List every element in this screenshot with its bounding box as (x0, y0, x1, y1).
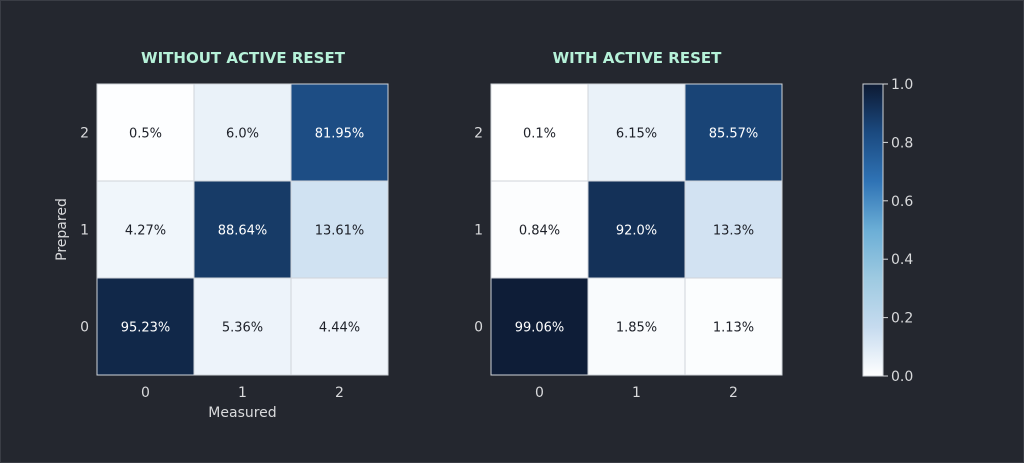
cell-value-label: 99.06% (515, 321, 565, 336)
y-axis-label: Prepared (54, 198, 70, 261)
colorbar-tick-label: 0.4 (891, 252, 913, 268)
cell-value-label: 1.85% (616, 321, 657, 336)
colorbar-tick-label: 0.6 (891, 194, 913, 210)
heatmap-cell (490, 83, 589, 182)
cell-value-label: 85.57% (709, 127, 759, 142)
heatmap-cell (587, 180, 686, 279)
colorbar: 0.0 0.2 0.4 0.6 0.8 1.0 (862, 77, 913, 385)
x-tick-label: 2 (729, 385, 738, 401)
cell-value-label: 4.27% (125, 224, 166, 239)
colorbar-tick-label: 0.0 (891, 369, 913, 385)
y-tick-label: 0 (80, 320, 89, 336)
cell-value-label: 6.15% (616, 127, 657, 142)
x-tick-label: 1 (632, 385, 641, 401)
heatmap-cell (490, 277, 589, 376)
heatmap-cell (587, 277, 686, 376)
cell-value-label: 95.23% (121, 321, 171, 336)
y-tick-label: 1 (474, 223, 483, 239)
heatmap-cell (290, 277, 389, 376)
heatmaps: WITHOUT ACTIVE RESET 0.5% 6.0% 81.95% 2 4.27%… (54, 49, 783, 421)
cell-value-label: 88.64% (218, 224, 268, 239)
heatmap-cell (684, 180, 783, 279)
cell-value-label: 4.44% (319, 321, 360, 336)
y-tick-label: 1 (80, 223, 89, 239)
cell-value-label: 13.3% (713, 224, 754, 239)
cell-value-label: 13.61% (315, 224, 365, 239)
heatmap-cell (96, 180, 195, 279)
cell-value-label: 5.36% (222, 321, 263, 336)
x-tick-label: 1 (238, 385, 247, 401)
x-axis-label: Measured (208, 405, 276, 421)
cell-value-label: 92.0% (616, 224, 657, 239)
heatmap-cell (193, 277, 292, 376)
cell-value-label: 81.95% (315, 127, 365, 142)
heatmap-cell (684, 83, 783, 182)
heatmap-1: WITH ACTIVE RESET 0.1% 6.15% 85.57% 2 0.84% 92… (474, 49, 783, 401)
cell-value-label: 1.13% (713, 321, 754, 336)
x-tick-label: 0 (141, 385, 150, 401)
colorbar-tick-label: 0.8 (891, 135, 913, 151)
cell-value-label: 0.84% (519, 224, 560, 239)
heatmap-title: WITHOUT ACTIVE RESET (141, 49, 346, 67)
heatmap-cell (490, 180, 589, 279)
heatmap-cell (290, 83, 389, 182)
heatmap-cell (96, 277, 195, 376)
y-tick-label: 0 (474, 320, 483, 336)
colorbar-gradient (862, 83, 884, 377)
cell-value-label: 6.0% (226, 127, 259, 142)
heatmap-cell (290, 180, 389, 279)
heatmap-cell (193, 180, 292, 279)
cell-value-label: 0.1% (523, 127, 556, 142)
heatmap-cell (96, 83, 195, 182)
colorbar-tick-label: 1.0 (891, 77, 913, 93)
heatmap-cell (684, 277, 783, 376)
y-tick-label: 2 (474, 126, 483, 142)
x-tick-label: 2 (335, 385, 344, 401)
colorbar-tick-label: 0.2 (891, 311, 913, 327)
x-tick-label: 0 (535, 385, 544, 401)
heatmap-cell (193, 83, 292, 182)
y-tick-label: 2 (80, 126, 89, 142)
heatmap-0: WITHOUT ACTIVE RESET 0.5% 6.0% 81.95% 2 4.27%… (54, 49, 389, 421)
cell-value-label: 0.5% (129, 127, 162, 142)
heatmap-title: WITH ACTIVE RESET (553, 49, 722, 67)
